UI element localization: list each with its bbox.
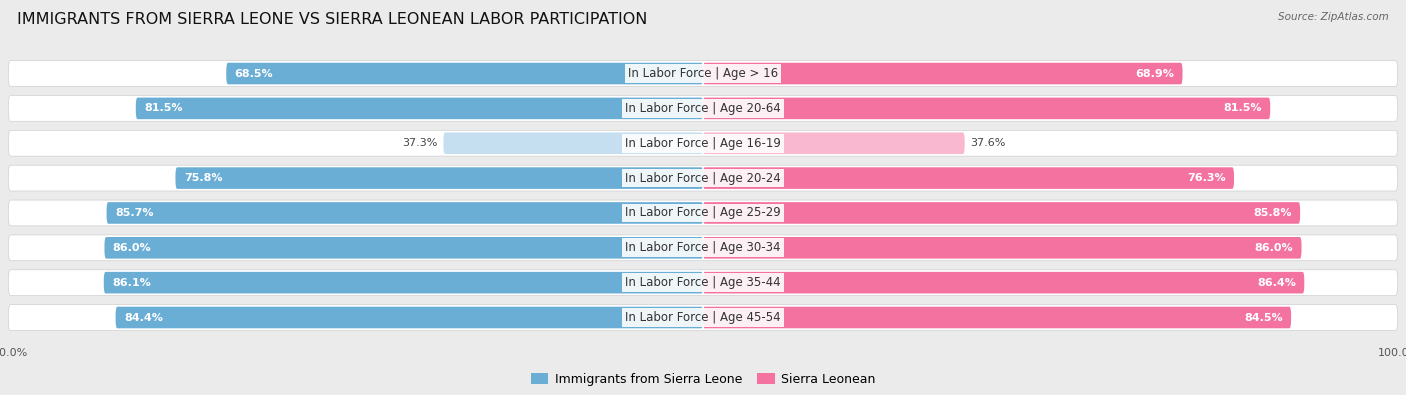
FancyBboxPatch shape xyxy=(8,200,1398,226)
Text: 37.6%: 37.6% xyxy=(970,138,1005,148)
FancyBboxPatch shape xyxy=(8,270,1398,295)
Text: In Labor Force | Age 20-24: In Labor Force | Age 20-24 xyxy=(626,171,780,184)
Text: 68.9%: 68.9% xyxy=(1135,69,1174,79)
FancyBboxPatch shape xyxy=(176,167,703,189)
FancyBboxPatch shape xyxy=(8,96,1398,121)
Text: 81.5%: 81.5% xyxy=(145,103,183,113)
FancyBboxPatch shape xyxy=(8,130,1398,156)
Text: 76.3%: 76.3% xyxy=(1187,173,1226,183)
Text: IMMIGRANTS FROM SIERRA LEONE VS SIERRA LEONEAN LABOR PARTICIPATION: IMMIGRANTS FROM SIERRA LEONE VS SIERRA L… xyxy=(17,12,647,27)
Text: In Labor Force | Age 25-29: In Labor Force | Age 25-29 xyxy=(626,207,780,220)
FancyBboxPatch shape xyxy=(703,132,965,154)
Text: In Labor Force | Age > 16: In Labor Force | Age > 16 xyxy=(628,67,778,80)
FancyBboxPatch shape xyxy=(703,63,1182,85)
Text: 84.4%: 84.4% xyxy=(124,312,163,322)
FancyBboxPatch shape xyxy=(104,272,703,293)
FancyBboxPatch shape xyxy=(443,132,703,154)
FancyBboxPatch shape xyxy=(136,98,703,119)
FancyBboxPatch shape xyxy=(703,307,1291,328)
FancyBboxPatch shape xyxy=(104,237,703,259)
FancyBboxPatch shape xyxy=(8,165,1398,191)
FancyBboxPatch shape xyxy=(8,61,1398,87)
FancyBboxPatch shape xyxy=(703,167,1234,189)
Text: In Labor Force | Age 35-44: In Labor Force | Age 35-44 xyxy=(626,276,780,289)
Text: Source: ZipAtlas.com: Source: ZipAtlas.com xyxy=(1278,12,1389,22)
FancyBboxPatch shape xyxy=(703,237,1302,259)
Text: 75.8%: 75.8% xyxy=(184,173,222,183)
Text: 86.0%: 86.0% xyxy=(112,243,152,253)
Text: 86.0%: 86.0% xyxy=(1254,243,1294,253)
FancyBboxPatch shape xyxy=(703,98,1270,119)
Text: In Labor Force | Age 45-54: In Labor Force | Age 45-54 xyxy=(626,311,780,324)
Text: In Labor Force | Age 20-64: In Labor Force | Age 20-64 xyxy=(626,102,780,115)
Text: In Labor Force | Age 16-19: In Labor Force | Age 16-19 xyxy=(626,137,780,150)
FancyBboxPatch shape xyxy=(703,202,1301,224)
Text: 85.7%: 85.7% xyxy=(115,208,153,218)
Text: In Labor Force | Age 30-34: In Labor Force | Age 30-34 xyxy=(626,241,780,254)
Text: 81.5%: 81.5% xyxy=(1223,103,1261,113)
Legend: Immigrants from Sierra Leone, Sierra Leonean: Immigrants from Sierra Leone, Sierra Leo… xyxy=(526,368,880,391)
Text: 37.3%: 37.3% xyxy=(402,138,437,148)
Text: 86.4%: 86.4% xyxy=(1257,278,1296,288)
Text: 84.5%: 84.5% xyxy=(1244,312,1282,322)
Text: 68.5%: 68.5% xyxy=(235,69,273,79)
Text: 86.1%: 86.1% xyxy=(112,278,150,288)
FancyBboxPatch shape xyxy=(115,307,703,328)
FancyBboxPatch shape xyxy=(8,305,1398,330)
FancyBboxPatch shape xyxy=(703,272,1305,293)
FancyBboxPatch shape xyxy=(107,202,703,224)
FancyBboxPatch shape xyxy=(8,235,1398,261)
FancyBboxPatch shape xyxy=(226,63,703,85)
Text: 85.8%: 85.8% xyxy=(1253,208,1292,218)
